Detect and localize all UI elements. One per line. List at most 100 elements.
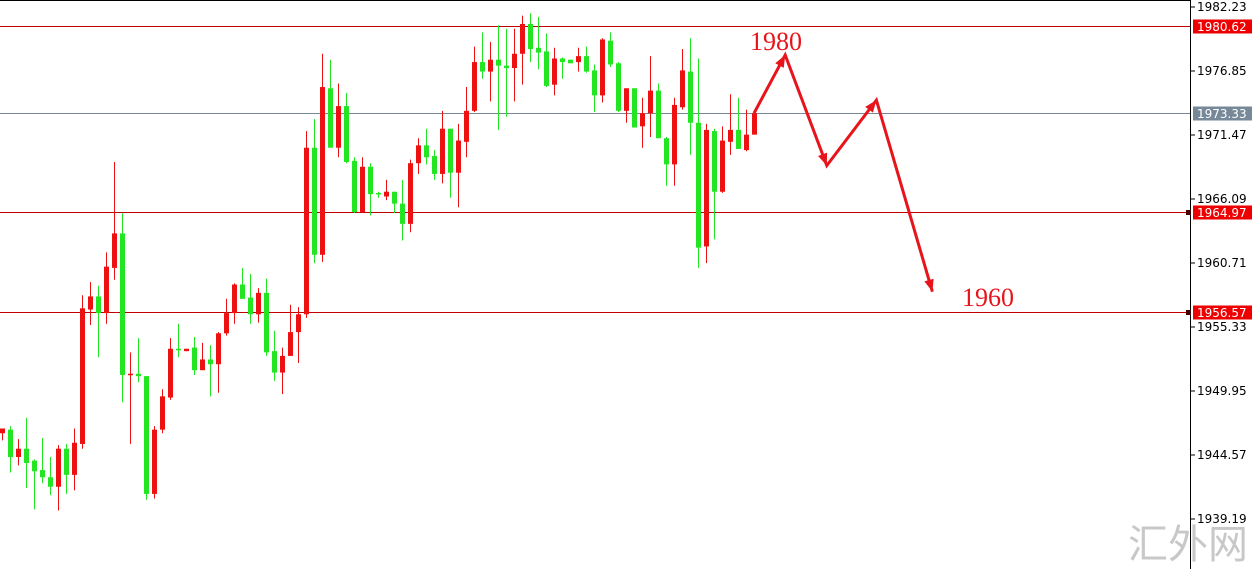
candle <box>448 128 453 198</box>
candle <box>384 179 389 201</box>
candle <box>576 47 581 72</box>
candle-body <box>280 355 285 373</box>
y-tick-label: 1960.71 <box>1197 256 1247 270</box>
candle <box>160 389 165 434</box>
y-tick-label: 1955.33 <box>1197 320 1247 334</box>
y-tick-label: 1976.85 <box>1197 64 1247 78</box>
candle-body <box>24 448 29 463</box>
candle <box>56 445 61 511</box>
candle <box>536 16 541 70</box>
candle <box>640 97 645 148</box>
candle <box>672 97 677 186</box>
candle-body <box>32 460 37 472</box>
candle-body <box>696 122 701 248</box>
candle <box>624 88 629 123</box>
candle-body <box>112 233 117 268</box>
candle <box>408 159 413 233</box>
watermark-logo: 汇外网 <box>1128 522 1248 568</box>
candle-body <box>544 51 549 86</box>
candle <box>416 138 421 174</box>
candle-body <box>416 145 421 164</box>
candle-body <box>352 160 357 212</box>
candle-body <box>632 88 637 128</box>
candle-body <box>104 266 109 314</box>
level-marker <box>1186 310 1191 315</box>
candle <box>280 347 285 394</box>
candle <box>192 336 197 375</box>
candle-body <box>752 113 757 135</box>
candle <box>32 459 37 510</box>
candle <box>728 94 733 155</box>
candle-body <box>88 296 93 310</box>
candle-body <box>200 359 205 371</box>
candle <box>320 53 325 262</box>
candle <box>656 83 661 139</box>
candle-body <box>664 138 669 165</box>
candle-body <box>288 332 293 356</box>
candle <box>208 345 213 397</box>
candle-body <box>744 134 749 151</box>
candle-body <box>376 192 381 195</box>
candle <box>48 457 53 496</box>
candle-body <box>296 314 301 333</box>
candle-body <box>616 63 621 111</box>
level-marker <box>1186 210 1191 215</box>
candle-body <box>360 166 365 212</box>
candle <box>256 288 261 323</box>
candle <box>128 352 133 444</box>
candle-body <box>40 470 45 478</box>
candle <box>328 59 333 148</box>
candle <box>464 87 469 158</box>
candle <box>224 298 229 336</box>
candle-body <box>640 113 645 127</box>
candle-body <box>48 477 53 487</box>
candle <box>544 33 549 88</box>
candle <box>608 32 613 67</box>
candle <box>632 88 637 128</box>
candle-body <box>208 359 213 365</box>
candle-body <box>192 347 197 371</box>
price-tag-label: 1973.33 <box>1197 107 1247 121</box>
candle-body <box>392 191 397 204</box>
candle-body <box>56 448 61 487</box>
candle <box>0 428 5 441</box>
candle <box>680 48 685 110</box>
candle <box>440 110 445 184</box>
candle-body <box>136 373 141 377</box>
candle-body <box>520 24 525 54</box>
candle <box>592 64 597 113</box>
candle <box>232 283 237 324</box>
candle <box>712 128 717 240</box>
candle-body <box>736 129 741 149</box>
arrowhead-icon <box>818 152 828 166</box>
candle-body <box>656 90 661 139</box>
candle-body <box>440 128 445 174</box>
y-tick-label: 1982.23 <box>1197 0 1247 14</box>
candle <box>432 150 437 180</box>
candle <box>744 109 749 152</box>
candle <box>304 131 309 318</box>
price-axis[interactable]: 1982.23 1976.85 1971.47 1966.09 1960.71 1955.… <box>1190 0 1252 526</box>
price-tag <box>1193 205 1252 220</box>
candle-body <box>688 71 693 123</box>
candle-body <box>456 140 461 173</box>
candle <box>240 267 245 299</box>
candle-body <box>584 56 589 72</box>
candle <box>16 439 21 466</box>
candle <box>376 191 381 198</box>
candle <box>112 162 117 280</box>
candle <box>456 123 461 208</box>
candle <box>392 191 397 214</box>
candles <box>0 13 757 511</box>
y-tick-label: 1939.19 <box>1197 512 1247 526</box>
annotation-1960: 1960 <box>962 283 1014 312</box>
candle-body <box>624 88 629 111</box>
price-tag-label: 1964.97 <box>1197 206 1247 220</box>
candle <box>80 295 85 449</box>
candle <box>352 157 357 214</box>
candle <box>152 426 157 499</box>
candle <box>8 426 13 473</box>
candle <box>696 58 701 268</box>
candle-body <box>472 62 477 111</box>
